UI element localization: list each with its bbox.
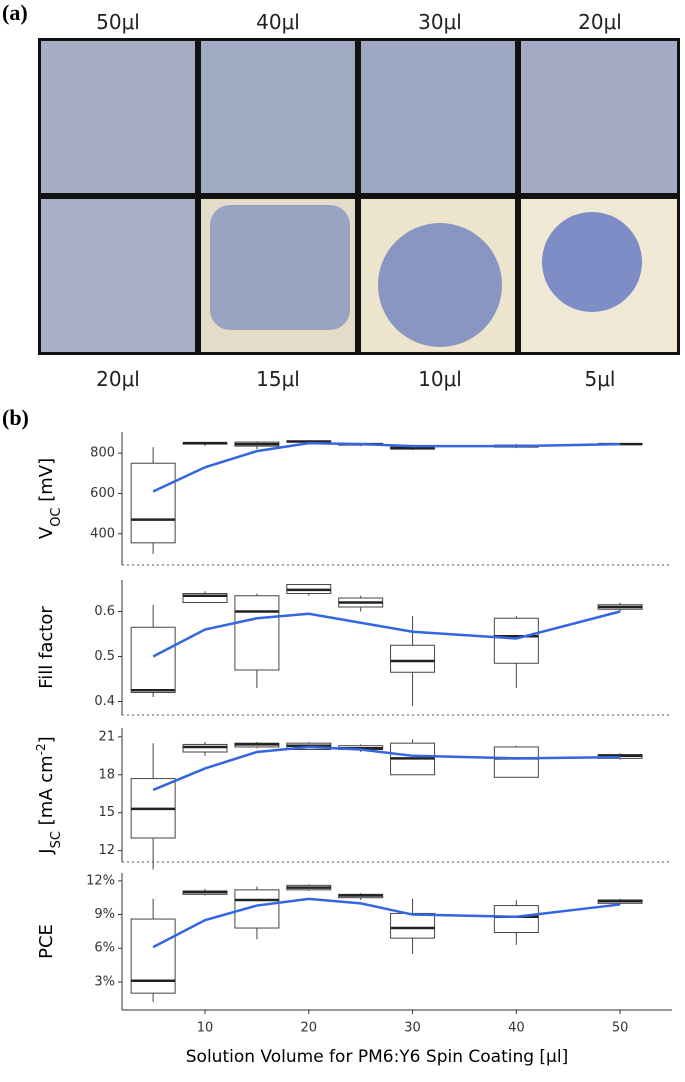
volume-label: 20μl	[96, 367, 140, 391]
box	[390, 912, 436, 939]
volume-label: 10μl	[418, 367, 462, 391]
photo-grid	[38, 38, 680, 355]
y-axis-label-part: -2	[34, 743, 48, 755]
box	[493, 905, 539, 934]
trend-line	[152, 745, 621, 792]
y-tick-label: 12	[98, 843, 115, 858]
volume-label: 5μl	[584, 367, 615, 391]
y-axis-label-part: ]	[36, 736, 57, 743]
box	[493, 617, 539, 664]
y-tick-label: 800	[90, 446, 115, 461]
box	[130, 626, 176, 693]
box	[182, 743, 228, 753]
y-tick-label: 3%	[94, 974, 115, 989]
photo-film	[210, 205, 350, 330]
y-axis-label: VOC [mV]	[36, 458, 64, 539]
y-axis-label-part: J	[36, 848, 57, 854]
y-tick-label: 18	[98, 767, 115, 782]
x-tick-label: 20	[301, 1021, 318, 1036]
trend-line	[152, 610, 621, 658]
box	[182, 593, 228, 603]
y-axis-label: Fill factor	[36, 606, 57, 689]
volume-label: 40μl	[256, 10, 300, 34]
y-axis-label-part: [mV]	[36, 458, 57, 508]
y-tick-label: 12%	[86, 873, 115, 888]
photo-film	[378, 223, 502, 347]
y-axis-label-part: Fill factor	[36, 606, 57, 689]
volume-label: 20μl	[578, 10, 622, 34]
y-tick-label: 15	[98, 805, 115, 820]
volume-label: 15μl	[256, 367, 300, 391]
y-tick-label: 0.6	[94, 604, 115, 619]
photo	[361, 41, 515, 193]
photo	[521, 41, 677, 193]
box	[234, 595, 280, 671]
y-axis-label: PCE	[36, 924, 57, 959]
y-tick-label: 9%	[94, 907, 115, 922]
box	[493, 746, 539, 778]
x-tick-label: 30	[404, 1021, 421, 1036]
y-axis-label-part: SC	[49, 831, 64, 848]
y-tick-label: 0.5	[94, 649, 115, 664]
trend-line	[152, 897, 621, 949]
y-tick-label: 21	[98, 729, 115, 744]
y-axis-label-part: V	[36, 526, 57, 539]
panel-label: (b)	[2, 405, 29, 430]
x-axis-label: Solution Volume for PM6:Y6 Spin Coating …	[186, 1047, 568, 1067]
y-axis-label-part: [mA cm	[36, 755, 57, 831]
photo	[201, 41, 355, 193]
x-tick-label: 10	[197, 1021, 214, 1036]
x-tick-label: 50	[612, 1021, 629, 1036]
box	[390, 644, 436, 673]
y-axis-label-part: OC	[49, 507, 64, 526]
y-tick-label: 6%	[94, 941, 115, 956]
panel-label: (a)	[2, 0, 28, 25]
photo-film	[542, 212, 642, 312]
y-tick-label: 400	[90, 526, 115, 541]
photo	[41, 41, 195, 193]
y-tick-label: 0.4	[94, 694, 115, 709]
photo	[41, 199, 195, 352]
trend-line	[152, 441, 621, 493]
volume-label: 30μl	[418, 10, 462, 34]
volume-label: 50μl	[96, 10, 140, 34]
box	[130, 462, 176, 544]
x-tick-label: 40	[508, 1021, 525, 1036]
y-tick-label: 600	[90, 486, 115, 501]
y-axis-label-part: PCE	[36, 924, 57, 959]
y-axis-label: JSC [mA cm-2]	[34, 736, 64, 854]
